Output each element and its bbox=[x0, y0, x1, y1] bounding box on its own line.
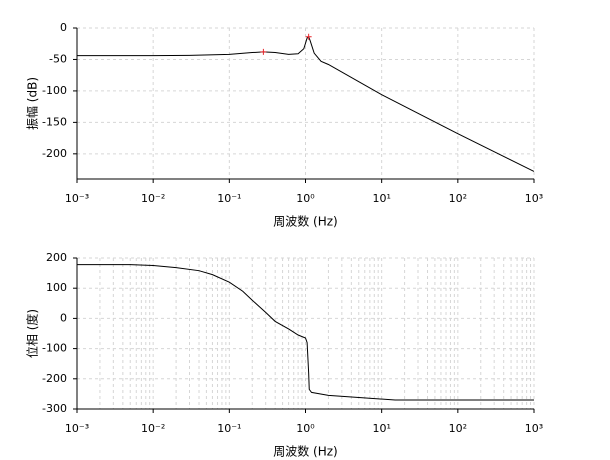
line bbox=[77, 264, 534, 401]
x-tick-label: 10⁰ bbox=[296, 422, 315, 435]
y-tick-label: 100 bbox=[46, 281, 67, 294]
x-tick-label: 10⁻³ bbox=[65, 422, 89, 435]
y-tick-label: -200 bbox=[42, 147, 67, 160]
x-tick-label: 10⁻¹ bbox=[217, 192, 241, 205]
x-tick-label: 10⁻² bbox=[141, 192, 165, 205]
x-tick-label: 10² bbox=[449, 192, 467, 205]
x-tick-label: 10³ bbox=[525, 192, 543, 205]
y-tick-label: 0 bbox=[60, 21, 67, 34]
x-tick-label: 10¹ bbox=[372, 192, 390, 205]
x-tick-label: 10¹ bbox=[372, 422, 390, 435]
x-tick-label: 10⁻³ bbox=[65, 192, 89, 205]
x-tick-label: 10⁰ bbox=[296, 192, 315, 205]
x-axis-label: 周波数 (Hz) bbox=[273, 444, 338, 459]
y-axis-label: 位相 (度) bbox=[25, 309, 40, 358]
y-tick-label: 0 bbox=[60, 311, 67, 324]
y-tick-label: -150 bbox=[42, 115, 67, 128]
y-tick-label: -100 bbox=[42, 342, 67, 355]
x-tick-label: 10³ bbox=[525, 422, 543, 435]
y-tick-label: 200 bbox=[46, 251, 67, 264]
peak-marker bbox=[260, 48, 267, 55]
y-tick-label: -50 bbox=[49, 52, 67, 65]
x-tick-label: 10⁻¹ bbox=[217, 422, 241, 435]
peak-marker bbox=[305, 33, 312, 40]
y-tick-label: -200 bbox=[42, 372, 67, 385]
x-tick-label: 10⁻² bbox=[141, 422, 165, 435]
y-tick-label: -100 bbox=[42, 84, 67, 97]
y-axis-label: 振幅 (dB) bbox=[25, 77, 40, 130]
x-tick-label: 10² bbox=[449, 422, 467, 435]
x-axis-label: 周波数 (Hz) bbox=[273, 214, 338, 229]
line bbox=[77, 35, 535, 172]
y-tick-label: -300 bbox=[42, 402, 67, 415]
